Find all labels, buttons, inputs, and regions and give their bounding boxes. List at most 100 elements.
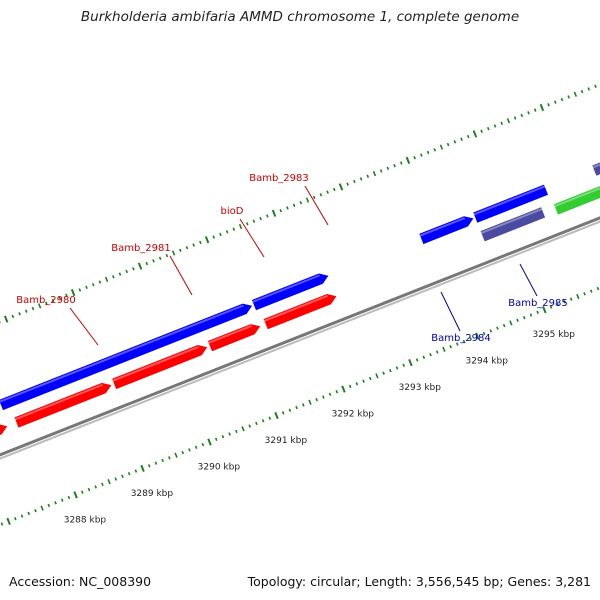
inner-tick-mark	[60, 498, 64, 502]
inner-tick-mark	[509, 320, 513, 326]
inner-tick-mark	[348, 384, 352, 389]
outer-tick-mark	[346, 182, 349, 186]
inner-tick-mark	[389, 368, 392, 373]
gene-bar-reverse[interactable]	[112, 345, 208, 390]
inner-tick-mark	[27, 511, 31, 516]
outer-tick-mark	[372, 170, 377, 177]
outer-tick-mark	[271, 209, 277, 217]
outer-tick-mark	[31, 306, 35, 311]
outer-tick-mark	[219, 232, 222, 237]
gene-bar-other-feature[interactable]	[553, 171, 600, 215]
gene-bar-other-feature-shine	[554, 187, 600, 208]
inner-tick-mark	[402, 363, 406, 367]
outer-tick-mark	[472, 130, 478, 138]
inner-tick-mark	[81, 490, 84, 494]
scale-label: 3288 kbp	[64, 515, 107, 525]
inner-tick-mark	[268, 416, 272, 420]
gene-bar-forward-other[interactable]	[480, 207, 546, 242]
gene-bar-forward-shine	[419, 217, 466, 237]
outer-tick-mark	[286, 206, 289, 210]
inner-tick-mark	[101, 482, 104, 486]
map-title: Burkholderia ambifaria AMMD chromosome 1…	[80, 9, 520, 25]
gene-label[interactable]: Bamb_2980	[16, 295, 76, 306]
inner-tick-mark	[114, 477, 118, 481]
gene-bar-reverse-edge-body	[0, 424, 8, 436]
gene-bar-reverse-shine	[208, 325, 252, 344]
inner-tick-mark	[556, 302, 560, 307]
outer-tick-mark	[37, 303, 42, 309]
outer-tick-mark	[547, 103, 550, 107]
outer-tick-mark	[413, 156, 416, 160]
inner-tick-mark	[168, 456, 171, 460]
inner-tick-mark	[583, 292, 586, 296]
gene-bar-reverse[interactable]	[14, 382, 112, 428]
inner-tick-mark	[429, 352, 432, 357]
inner-tick-mark	[576, 293, 580, 300]
gene-bar-reverse[interactable]	[263, 294, 337, 330]
inner-tick-mark	[536, 310, 539, 315]
gene-label[interactable]: Bamb_2981	[111, 243, 171, 254]
gene-bar-reverse-shine	[14, 383, 103, 421]
gene-bar-reverse-shine	[264, 294, 329, 322]
gene-label[interactable]: Bamb_2983	[249, 173, 309, 184]
gene-label[interactable]: Bamb_2985	[508, 298, 568, 309]
outer-tick-mark	[232, 227, 236, 231]
inner-tick-mark	[549, 305, 553, 309]
outer-tick-mark	[353, 179, 356, 184]
gene-bar-reverse[interactable]	[207, 324, 261, 352]
inner-tick-mark	[188, 448, 191, 452]
gene-leader-line	[69, 307, 99, 346]
gene-bar-reverse-edge[interactable]	[0, 424, 8, 453]
gene-bar-forward[interactable]	[251, 273, 329, 311]
gene-label[interactable]: Bamb_2984	[431, 333, 491, 344]
inner-tick-mark	[207, 438, 212, 446]
outer-tick-mark	[171, 250, 176, 256]
outer-tick-mark	[125, 269, 128, 274]
gene-bar-forward[interactable]	[473, 184, 548, 223]
scale-label: 3294 kbp	[466, 357, 509, 367]
outer-tick-mark	[225, 230, 229, 234]
gene-leader-line	[239, 218, 265, 258]
gene-bar-forward-body	[473, 184, 548, 223]
inner-tick-mark	[596, 286, 600, 291]
outer-tick-mark	[487, 126, 490, 131]
gene-label[interactable]: bioD	[221, 206, 244, 217]
gene-bar-reverse-body	[207, 324, 261, 352]
inner-tick-mark	[174, 452, 178, 458]
inner-tick-mark	[496, 326, 499, 330]
gene-bar-forward-other[interactable]	[592, 143, 600, 176]
gene-bar-forward[interactable]	[419, 216, 474, 245]
inner-tick-mark	[194, 445, 198, 449]
outer-tick-mark	[379, 169, 383, 173]
outer-tick-mark	[11, 314, 15, 319]
outer-tick-mark	[446, 142, 450, 147]
inner-tick-mark	[529, 313, 533, 317]
outer-tick-mark	[386, 166, 390, 171]
inner-tick-mark	[301, 403, 305, 407]
outer-tick-mark	[259, 216, 262, 221]
gene-bar-forward[interactable]	[0, 303, 253, 411]
inner-tick-mark	[34, 509, 37, 513]
gene-bar-other-feature-body	[553, 186, 600, 215]
inner-tick-mark	[395, 366, 399, 370]
outer-tick-mark	[3, 315, 9, 323]
outer-tick-mark	[493, 124, 497, 128]
inner-tick-mark	[415, 358, 419, 362]
outer-tick-mark	[420, 153, 423, 157]
outer-tick-mark	[178, 248, 182, 253]
inner-tick-mark	[154, 461, 158, 465]
inner-tick-mark	[375, 373, 379, 379]
outer-tick-mark	[567, 95, 570, 99]
outer-tick-mark	[266, 214, 269, 218]
inner-tick-mark	[368, 376, 372, 381]
inner-tick-mark	[87, 487, 91, 492]
outer-tick-mark	[299, 201, 303, 205]
outer-tick-mark	[199, 240, 202, 245]
inner-tick-mark	[6, 517, 11, 525]
outer-tick-mark	[165, 253, 169, 258]
inner-tick-mark	[235, 429, 238, 434]
inner-tick-mark	[355, 382, 359, 386]
inner-tick-mark	[127, 472, 131, 476]
gene-bar-forward-shine	[252, 274, 320, 303]
inner-tick-mark	[295, 405, 298, 410]
